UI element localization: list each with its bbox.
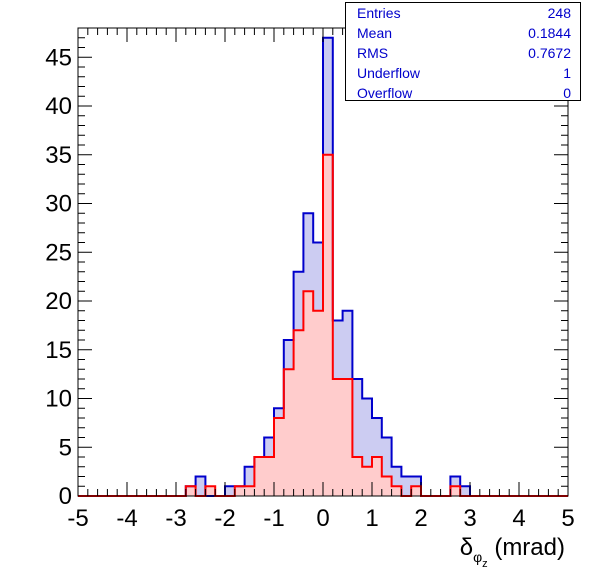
stats-box: Entries 248 Mean 0.1844 RMS 0.7672 Under… bbox=[345, 2, 581, 101]
y-tick-label: 25 bbox=[45, 239, 72, 266]
x-axis-subsubscript: z bbox=[482, 558, 488, 570]
y-tick-label: 15 bbox=[45, 337, 72, 364]
x-tick-label: 1 bbox=[365, 505, 378, 532]
x-tick-label: 2 bbox=[414, 505, 427, 532]
y-tick-label: 40 bbox=[45, 93, 72, 120]
x-tick-label: -2 bbox=[214, 505, 235, 532]
stat-label: Underflow bbox=[357, 65, 421, 81]
x-tick-label: -1 bbox=[263, 505, 284, 532]
x-axis-unit: (mrad) bbox=[488, 534, 565, 561]
x-tick-label: 4 bbox=[512, 505, 525, 532]
stat-value: 248 bbox=[547, 5, 571, 21]
y-tick-label: 10 bbox=[45, 386, 72, 413]
x-tick-label: 5 bbox=[561, 505, 574, 532]
y-tick-label: 20 bbox=[45, 288, 72, 315]
x-axis-symbol: δ bbox=[460, 534, 473, 561]
y-tick-label: 30 bbox=[45, 191, 72, 218]
y-tick-label: 0 bbox=[59, 483, 72, 510]
stat-label: Entries bbox=[357, 5, 401, 21]
stat-label: RMS bbox=[357, 45, 389, 61]
x-tick-label: -3 bbox=[165, 505, 186, 532]
series-1-outline bbox=[78, 153, 568, 497]
stat-value: 0.1844 bbox=[528, 25, 571, 41]
stat-label: Mean bbox=[357, 25, 393, 41]
stat-row-underflow: Underflow 1 bbox=[346, 63, 580, 83]
stat-label: Overflow bbox=[357, 85, 413, 101]
stat-value: 0 bbox=[563, 85, 571, 101]
stat-value: 1 bbox=[563, 65, 571, 81]
x-tick-label: -4 bbox=[116, 505, 137, 532]
x-axis-subscript: φ bbox=[473, 549, 482, 565]
y-tick-label: 35 bbox=[45, 142, 72, 169]
y-tick-label: 5 bbox=[59, 434, 72, 461]
histogram-outlines bbox=[78, 36, 568, 497]
x-tick-label: -5 bbox=[67, 505, 88, 532]
x-tick-label: 0 bbox=[316, 505, 329, 532]
stat-value: 0.7672 bbox=[528, 45, 571, 61]
stat-row-overflow: Overflow 0 bbox=[346, 83, 580, 103]
series-1-fill bbox=[78, 154, 568, 496]
stat-row-rms: RMS 0.7672 bbox=[346, 43, 580, 63]
stat-row-entries: Entries 248 bbox=[346, 3, 580, 23]
stat-row-mean: Mean 0.1844 bbox=[346, 23, 580, 43]
y-tick-label: 45 bbox=[45, 44, 72, 71]
x-axis-label: δφz (mrad) bbox=[460, 534, 565, 570]
x-tick-label: 3 bbox=[463, 505, 476, 532]
